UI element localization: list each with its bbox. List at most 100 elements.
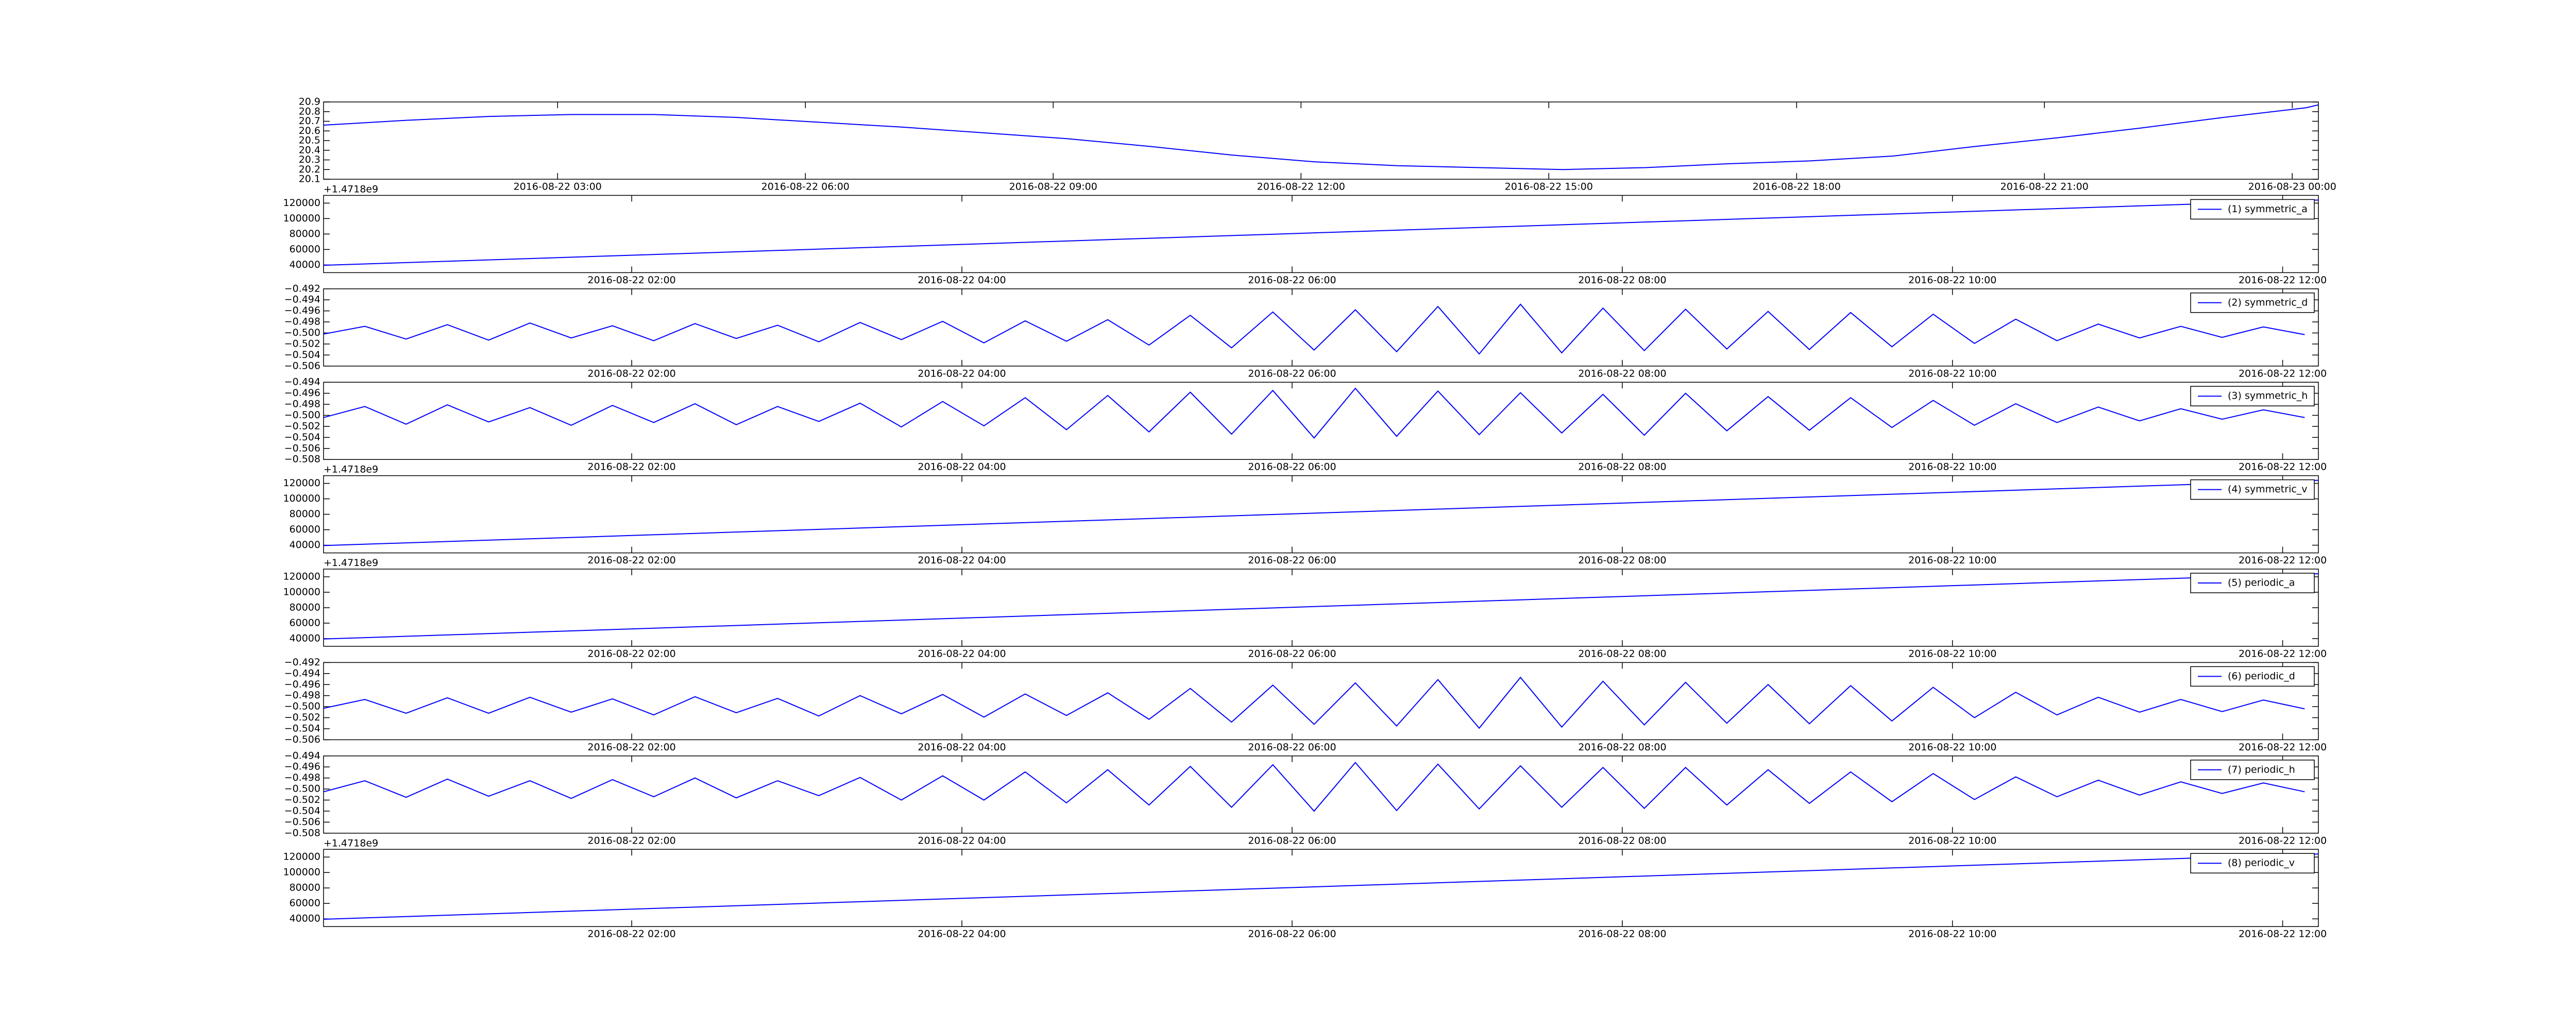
data-line bbox=[324, 762, 2305, 812]
offset-label: +1.4718e9 bbox=[324, 464, 378, 475]
data-line bbox=[324, 676, 2305, 729]
x-tick-label: 2016-08-22 12:00 bbox=[2239, 555, 2327, 566]
y-tick-label: −0.494 bbox=[284, 750, 320, 761]
x-tick-label: 2016-08-22 02:00 bbox=[588, 835, 676, 846]
y-tick-label: 20.7 bbox=[299, 115, 320, 127]
x-tick-label: 2016-08-22 12:00 bbox=[2239, 461, 2327, 473]
y-tick-label: −0.492 bbox=[284, 283, 320, 294]
y-tick-label: −0.508 bbox=[284, 454, 320, 465]
x-tick-label: 2016-08-22 08:00 bbox=[1578, 835, 1666, 846]
y-tick-label: −0.506 bbox=[284, 816, 320, 828]
y-tick-label: −0.500 bbox=[284, 327, 320, 338]
y-tick-label: −0.506 bbox=[284, 360, 320, 371]
y-tick-label: 60000 bbox=[290, 244, 320, 255]
x-tick-label: 2016-08-22 10:00 bbox=[1908, 368, 1996, 379]
y-tick-label: −0.504 bbox=[284, 349, 320, 360]
axes-frame bbox=[323, 382, 2319, 460]
y-tick-label: −0.498 bbox=[284, 399, 320, 410]
x-tick-label: 2016-08-22 12:00 bbox=[2239, 648, 2327, 660]
y-tick-label: 80000 bbox=[290, 508, 320, 520]
y-tick-label: 100000 bbox=[283, 493, 320, 504]
y-tick-label: 100000 bbox=[283, 867, 320, 878]
y-tick-label: −0.494 bbox=[284, 376, 320, 388]
y-tick-label: 120000 bbox=[283, 197, 320, 209]
y-tick-label: 40000 bbox=[290, 633, 320, 644]
y-tick-label: −0.494 bbox=[284, 667, 320, 679]
y-tick-label: −0.496 bbox=[284, 679, 320, 690]
axes-frame bbox=[323, 101, 2319, 180]
legend-label: (6) periodic_d bbox=[2228, 671, 2295, 682]
y-tick-label: −0.506 bbox=[284, 442, 320, 454]
axes-frame bbox=[323, 756, 2319, 834]
y-tick-label: 20.1 bbox=[299, 174, 320, 185]
x-tick-label: 2016-08-22 08:00 bbox=[1578, 648, 1666, 660]
x-tick-label: 2016-08-22 06:00 bbox=[1248, 461, 1336, 473]
data-line bbox=[324, 104, 2318, 170]
x-tick-label: 2016-08-22 10:00 bbox=[1908, 929, 1996, 940]
y-tick-label: 20.3 bbox=[299, 154, 320, 165]
y-tick-label: 20.9 bbox=[299, 96, 320, 108]
x-tick-label: 2016-08-22 06:00 bbox=[1248, 274, 1336, 286]
x-tick-label: 2016-08-22 08:00 bbox=[1578, 368, 1666, 379]
x-tick-label: 2016-08-22 04:00 bbox=[918, 648, 1006, 660]
y-tick-label: 60000 bbox=[290, 617, 320, 629]
axes-frame bbox=[323, 662, 2319, 741]
legend-label: (7) periodic_h bbox=[2228, 764, 2295, 775]
x-tick-label: 2016-08-22 12:00 bbox=[1257, 181, 1345, 193]
x-tick-label: 2016-08-22 04:00 bbox=[918, 929, 1006, 940]
x-tick-label: 2016-08-22 02:00 bbox=[588, 461, 676, 473]
axes-frame bbox=[323, 475, 2319, 554]
y-tick-label: −0.504 bbox=[284, 723, 320, 734]
x-tick-label: 2016-08-22 12:00 bbox=[2239, 835, 2327, 846]
x-tick-label: 2016-08-22 03:00 bbox=[514, 181, 602, 193]
x-tick-label: 2016-08-22 02:00 bbox=[588, 742, 676, 753]
y-tick-label: 20.8 bbox=[299, 106, 320, 117]
data-line bbox=[324, 387, 2305, 439]
x-tick-label: 2016-08-22 08:00 bbox=[1578, 461, 1666, 473]
x-tick-label: 2016-08-22 18:00 bbox=[1753, 181, 1841, 193]
x-tick-label: 2016-08-22 12:00 bbox=[2239, 274, 2327, 286]
x-tick-label: 2016-08-22 10:00 bbox=[1908, 742, 1996, 753]
legend-label: (3) symmetric_h bbox=[2228, 390, 2308, 402]
x-tick-label: 2016-08-22 04:00 bbox=[918, 555, 1006, 566]
y-tick-label: 20.6 bbox=[299, 125, 320, 136]
y-tick-label: 20.5 bbox=[299, 135, 320, 146]
x-tick-label: 2016-08-22 04:00 bbox=[918, 274, 1006, 286]
x-tick-label: 2016-08-22 02:00 bbox=[588, 648, 676, 660]
y-tick-label: −0.502 bbox=[284, 338, 320, 349]
legend-label: (5) periodic_a bbox=[2228, 577, 2295, 589]
x-tick-label: 2016-08-22 08:00 bbox=[1578, 742, 1666, 753]
y-tick-label: 20.4 bbox=[299, 144, 320, 156]
x-tick-label: 2016-08-22 06:00 bbox=[761, 181, 850, 193]
x-tick-label: 2016-08-22 06:00 bbox=[1248, 742, 1336, 753]
axes-frame bbox=[323, 195, 2319, 273]
offset-label: +1.4718e9 bbox=[324, 557, 378, 569]
y-tick-label: −0.498 bbox=[284, 316, 320, 328]
x-tick-label: 2016-08-22 06:00 bbox=[1248, 648, 1336, 660]
x-tick-label: 2016-08-22 08:00 bbox=[1578, 274, 1666, 286]
x-tick-label: 2016-08-22 08:00 bbox=[1578, 929, 1666, 940]
x-tick-label: 2016-08-22 04:00 bbox=[918, 368, 1006, 379]
x-tick-label: 2016-08-22 06:00 bbox=[1248, 555, 1336, 566]
y-tick-label: −0.492 bbox=[284, 657, 320, 668]
x-tick-label: 2016-08-22 10:00 bbox=[1908, 274, 1996, 286]
x-tick-label: 2016-08-22 10:00 bbox=[1908, 461, 1996, 473]
y-tick-label: −0.494 bbox=[284, 294, 320, 305]
data-line bbox=[324, 303, 2305, 355]
y-tick-label: 40000 bbox=[290, 539, 320, 551]
x-tick-label: 2016-08-22 06:00 bbox=[1248, 835, 1336, 846]
x-tick-label: 2016-08-22 02:00 bbox=[588, 274, 676, 286]
x-tick-label: 2016-08-22 10:00 bbox=[1908, 648, 1996, 660]
y-tick-label: −0.506 bbox=[284, 734, 320, 745]
axes-frame bbox=[323, 569, 2319, 647]
x-tick-label: 2016-08-22 04:00 bbox=[918, 835, 1006, 846]
x-tick-label: 2016-08-22 02:00 bbox=[588, 929, 676, 940]
offset-label: +1.4718e9 bbox=[324, 184, 378, 195]
y-tick-label: −0.496 bbox=[284, 305, 320, 316]
x-tick-label: 2016-08-22 09:00 bbox=[1009, 181, 1097, 193]
y-tick-label: 120000 bbox=[283, 571, 320, 582]
y-tick-label: 100000 bbox=[283, 213, 320, 224]
y-tick-label: −0.496 bbox=[284, 761, 320, 772]
x-tick-label: 2016-08-22 10:00 bbox=[1908, 555, 1996, 566]
